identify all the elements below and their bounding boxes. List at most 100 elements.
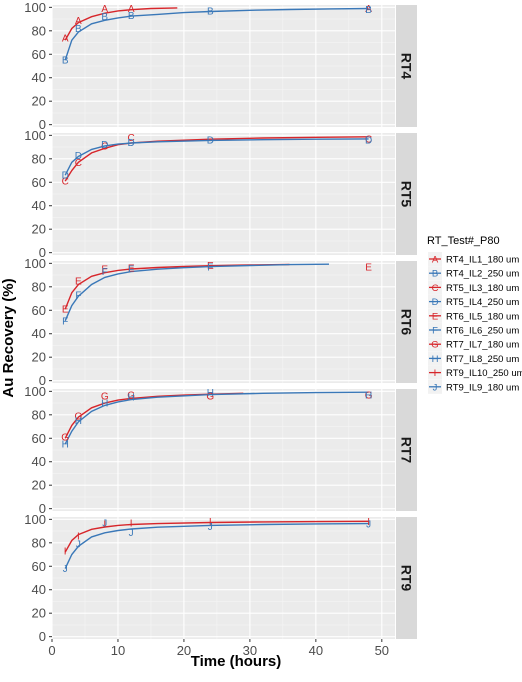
legend-item: A RT4_IL1_180 um (428, 252, 519, 266)
facet-strip-label: RT4 (399, 53, 415, 80)
data-point-c: C (365, 134, 372, 145)
legend-label: RT7_IL8_250 um (446, 354, 519, 365)
data-point-b: B (101, 12, 108, 23)
facet-strip (396, 517, 417, 639)
data-point-e: E (62, 305, 69, 316)
legend-title: RT_Test#_P80 (427, 235, 500, 247)
data-point-g: G (101, 392, 109, 403)
y-tick-label: 40 (32, 582, 46, 597)
facet-strip (396, 389, 417, 511)
legend-key-symbol: B (432, 269, 438, 280)
data-point-a: A (101, 4, 108, 15)
legend: A RT4_IL1_180 um B RT4_IL2_250 um C RT5_IL3_1… (428, 252, 522, 394)
y-tick-label: 60 (32, 47, 46, 62)
legend-label: RT9_IL10_250 um (446, 368, 522, 379)
facet-strip-label: RT5 (399, 181, 415, 208)
fit-line-j (64, 522, 369, 569)
data-point-j: J (76, 539, 81, 550)
x-tick-label: 0 (48, 643, 55, 658)
data-point-f: F (75, 291, 81, 302)
fit-line-e (64, 263, 290, 310)
legend-item: G RT7_IL7_180 um (428, 337, 519, 352)
x-axis: 0 10 20 30 40 50 (48, 639, 389, 658)
data-point-h: H (75, 416, 82, 427)
data-point-j: J (129, 528, 134, 539)
data-point-a: A (365, 4, 372, 15)
y-tick-label: 20 (32, 222, 46, 237)
legend-key-symbol: D (432, 297, 439, 308)
fit-line-f (64, 263, 330, 322)
data-point-d: D (62, 171, 69, 182)
data-point-h: H (207, 388, 214, 399)
data-point-f: F (207, 262, 213, 273)
data-point-h: H (62, 440, 69, 451)
y-tick-label: 40 (32, 326, 46, 341)
data-point-i: I (209, 517, 212, 528)
data-point-d: D (128, 138, 135, 149)
y-tick-label: 20 (32, 350, 46, 365)
fit-line-a (64, 7, 178, 41)
y-tick-label: 60 (32, 303, 46, 318)
data-point-g: G (127, 390, 135, 401)
legend-item: B RT4_IL2_250 um (428, 266, 519, 281)
y-tick-label: 80 (32, 535, 46, 550)
y-tick-label: 60 (32, 431, 46, 446)
data-point-a: A (62, 33, 69, 44)
x-tick-label: 40 (309, 643, 323, 658)
y-tick-label: 40 (32, 454, 46, 469)
legend-item: C RT5_IL3_180 um (428, 280, 519, 295)
y-tick-label: 100 (24, 128, 46, 143)
data-point-b: B (128, 11, 135, 22)
legend-label: RT6_IL6_250 um (446, 326, 519, 337)
data-point-h: H (128, 393, 135, 404)
y-tick-label: 60 (32, 175, 46, 190)
legend-label: RT6_IL5_180 um (446, 311, 519, 322)
fit-line-d (64, 138, 369, 176)
legend-label: RT5_IL3_180 um (446, 283, 519, 294)
legend-key-symbol: J (433, 382, 438, 393)
legend-label: RT5_IL4_250 um (446, 297, 519, 308)
y-tick-label: 0 (39, 117, 46, 132)
facet-strip-label: RT7 (399, 437, 415, 464)
data-point-b: B (75, 24, 82, 35)
data-point-c: C (62, 177, 69, 188)
data-point-g: G (74, 411, 82, 422)
data-point-g: G (206, 392, 214, 403)
data-point-g: G (365, 390, 373, 401)
facet-strip-label: RT6 (399, 309, 415, 336)
y-tick-label: 80 (32, 407, 46, 422)
x-tick-label: 20 (177, 643, 191, 658)
y-tick-label: 0 (39, 629, 46, 644)
legend-label: RT4_IL2_250 um (446, 269, 519, 280)
data-point-c: C (101, 141, 108, 152)
data-point-e: E (75, 276, 82, 287)
data-point-d: D (75, 151, 82, 162)
data-point-j: J (366, 520, 371, 531)
y-tick-label: 20 (32, 94, 46, 109)
data-point-f: F (128, 265, 134, 276)
x-tick-label: 10 (111, 643, 125, 658)
y-tick-label: 40 (32, 70, 46, 85)
data-point-g: G (61, 433, 69, 444)
data-point-e: E (207, 261, 214, 272)
legend-item: H RT7_IL8_250 um (428, 351, 519, 366)
data-point-f: F (102, 267, 108, 278)
y-axis-title: Au Recovery (%) (0, 278, 17, 397)
data-point-c: C (128, 133, 135, 144)
data-point-e: E (101, 265, 108, 276)
legend-key-symbol: H (432, 354, 439, 365)
y-tick-label: 40 (32, 198, 46, 213)
y-tick-label: 80 (32, 151, 46, 166)
data-point-e: E (128, 264, 135, 275)
y-tick-label: 0 (39, 245, 46, 260)
data-point-j: J (102, 518, 107, 529)
data-point-d: D (207, 136, 214, 147)
legend-label: RT9_IL9_180 um (446, 382, 519, 393)
legend-key-symbol: A (432, 255, 439, 266)
data-point-i: I (103, 520, 106, 531)
